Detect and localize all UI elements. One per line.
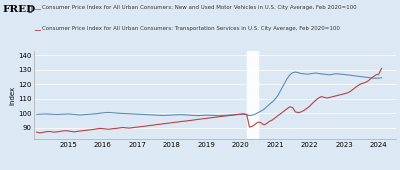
Y-axis label: Index: Index <box>9 86 15 105</box>
Text: 📈: 📈 <box>27 5 32 12</box>
Text: ─: ─ <box>34 26 40 36</box>
Text: FRED: FRED <box>2 5 35 14</box>
Text: ─: ─ <box>34 5 40 15</box>
Text: Consumer Price Index for All Urban Consumers: Transportation Services in U.S. Ci: Consumer Price Index for All Urban Consu… <box>42 26 340 31</box>
Text: Consumer Price Index for All Urban Consumers: New and Used Motor Vehicles in U.S: Consumer Price Index for All Urban Consu… <box>42 5 357 10</box>
Bar <box>247 51 258 139</box>
